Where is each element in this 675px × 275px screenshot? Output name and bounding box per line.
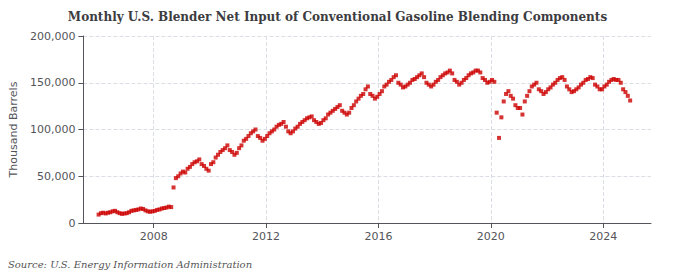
- svg-text:2008: 2008: [140, 230, 168, 243]
- svg-text:Thousand Barrels: Thousand Barrels: [7, 81, 20, 178]
- svg-text:50,000: 50,000: [37, 170, 76, 183]
- svg-text:Monthly U.S. Blender Net Input: Monthly U.S. Blender Net Input of Conven…: [68, 10, 608, 24]
- svg-text:2012: 2012: [252, 230, 280, 243]
- svg-text:100,000: 100,000: [30, 123, 76, 136]
- svg-text:2024: 2024: [589, 230, 617, 243]
- svg-text:200,000: 200,000: [30, 30, 76, 43]
- svg-text:2020: 2020: [477, 230, 505, 243]
- svg-text:150,000: 150,000: [30, 76, 76, 89]
- svg-text:Source: U.S. Energy Informatio: Source: U.S. Energy Information Administ…: [8, 259, 252, 270]
- svg-text:2016: 2016: [364, 230, 392, 243]
- svg-text:0: 0: [68, 217, 75, 230]
